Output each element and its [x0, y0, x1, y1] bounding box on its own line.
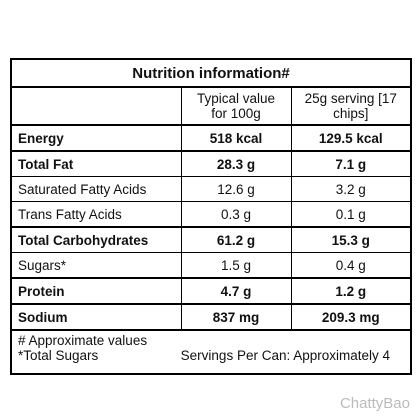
value-per-serving: 15.3 g: [290, 226, 412, 253]
value-per-serving: 3.2 g: [290, 176, 412, 202]
nutrition-table: Nutrition information# Typical value for…: [10, 58, 413, 375]
column-header: Typical value for 100g: [180, 86, 292, 126]
column-header: 25g serving [17 chips]: [290, 86, 412, 126]
value-per-100g: 28.3 g: [180, 150, 292, 177]
footer: # Approximate values *Total Sugars Serving…: [10, 329, 412, 375]
footnote: *Total Sugars: [18, 348, 99, 363]
footnotes: # Approximate values *Total Sugars: [18, 333, 147, 363]
nutrient-row: Energy 518 kcal 129.5 kcal: [10, 124, 412, 152]
value-per-serving: 1.2 g: [290, 277, 412, 305]
footnote: # Approximate values: [18, 333, 148, 348]
nutrient-label: Sugars*: [10, 252, 182, 279]
value-per-100g: 4.7 g: [180, 277, 292, 305]
servings-note: Servings Per Can: Approximately 4: [180, 348, 391, 363]
nutrient-row: Sodium 837 mg 209.3 mg: [10, 303, 412, 331]
watermark: ChattyBao: [339, 395, 410, 412]
nutrient-row: Total Fat 28.3 g 7.1 g: [10, 150, 412, 177]
value-per-100g: 12.6 g: [180, 176, 292, 202]
footer-row: # Approximate values *Total Sugars Serving…: [10, 329, 412, 375]
value-per-serving: 129.5 kcal: [290, 124, 412, 152]
nutrient-label: Energy: [10, 124, 182, 152]
value-per-serving: 7.1 g: [290, 150, 412, 177]
nutrient-label: Trans Fatty Acids: [10, 201, 182, 228]
nutrient-row: Total Carbohydrates 61.2 g 15.3 g: [10, 226, 412, 253]
table-body: Nutrition information# Typical value for…: [10, 58, 412, 375]
value-per-serving: 0.4 g: [290, 252, 412, 279]
title: Nutrition information#: [10, 58, 412, 88]
nutrient-row: Sugars* 1.5 g 0.4 g: [10, 252, 412, 279]
nutrient-label: Total Fat: [10, 150, 182, 177]
value-per-serving: 0.1 g: [290, 201, 412, 228]
nutrient-label: Protein: [10, 277, 182, 305]
nutrient-row: Trans Fatty Acids 0.3 g 0.1 g: [10, 201, 412, 228]
value-per-serving: 209.3 mg: [290, 303, 412, 331]
title-row: Nutrition information#: [10, 58, 412, 88]
blank-header: [10, 86, 182, 126]
value-per-100g: 0.3 g: [180, 201, 292, 228]
nutrient-label: Sodium: [10, 303, 182, 331]
header-row: Typical value for 100g 25g serving [17 c…: [10, 86, 412, 126]
nutrient-label: Saturated Fatty Acids: [10, 176, 182, 202]
value-per-100g: 837 mg: [180, 303, 292, 331]
value-per-100g: 1.5 g: [180, 252, 292, 279]
nutrient-row: Saturated Fatty Acids 12.6 g 3.2 g: [10, 176, 412, 202]
value-per-100g: 61.2 g: [180, 226, 292, 253]
value-per-100g: 518 kcal: [180, 124, 292, 152]
nutrient-label: Total Carbohydrates: [10, 226, 182, 253]
nutrient-row: Protein 4.7 g 1.2 g: [10, 277, 412, 305]
